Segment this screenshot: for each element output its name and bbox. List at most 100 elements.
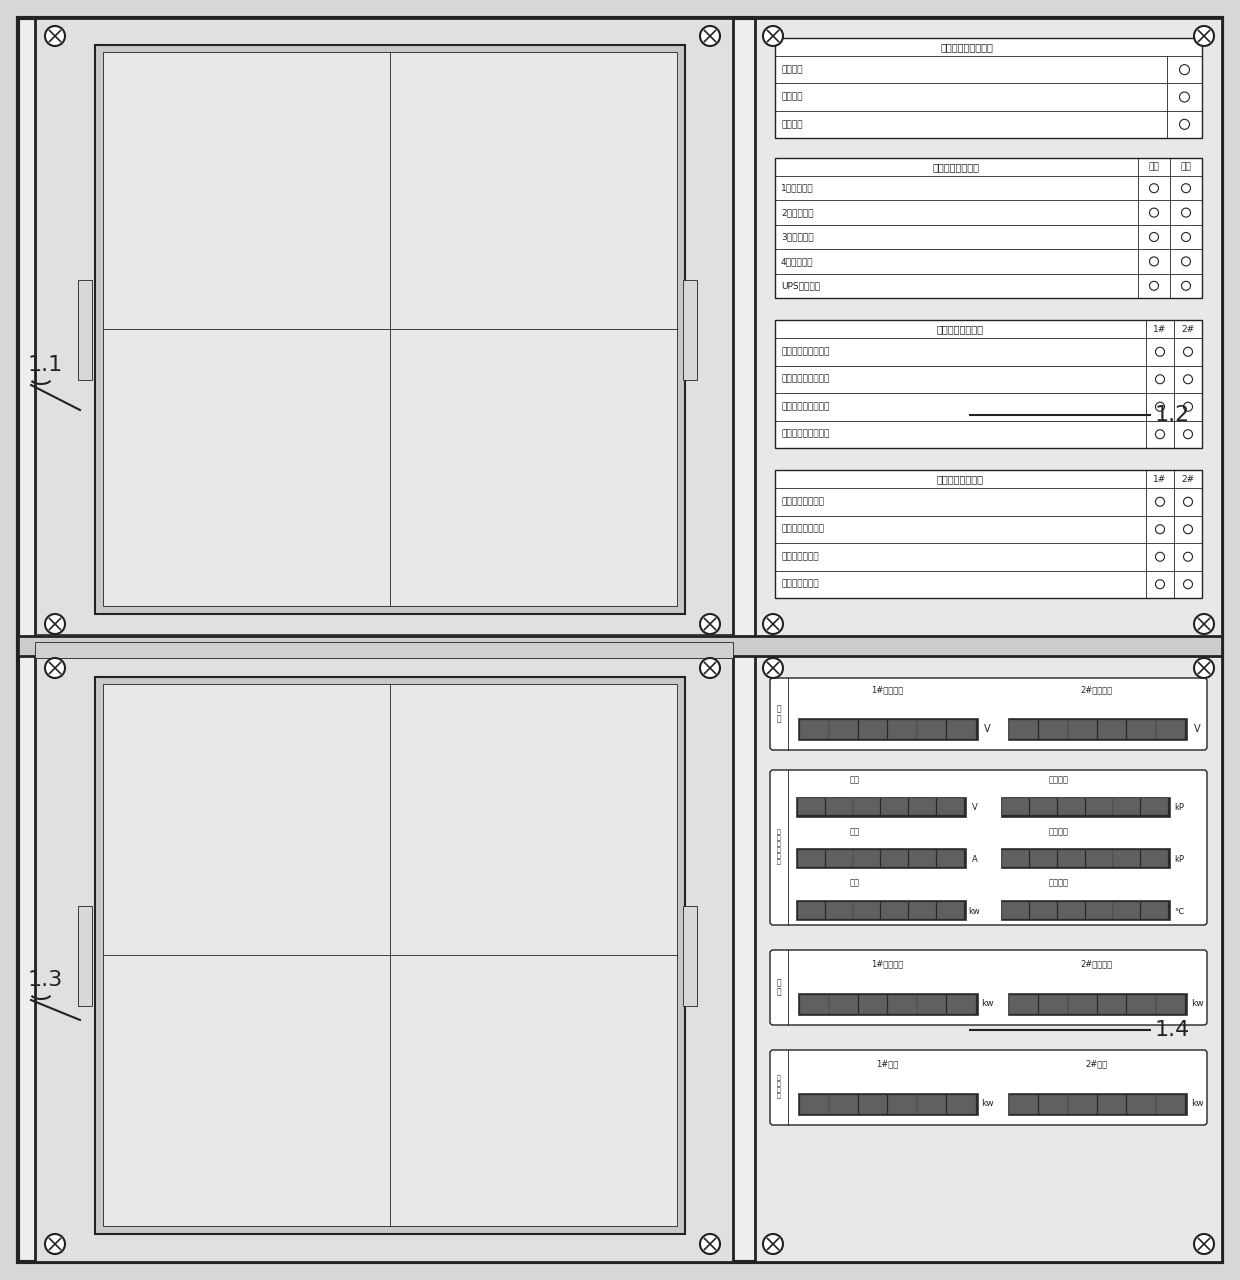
Bar — [1002, 901, 1029, 919]
Text: kw: kw — [1190, 1000, 1203, 1009]
Text: 辅
机
电
机: 辅 机 电 机 — [777, 1075, 781, 1100]
Text: kP: kP — [1174, 855, 1184, 864]
Bar — [95, 45, 684, 614]
Bar — [936, 901, 963, 919]
Circle shape — [1182, 184, 1190, 193]
Bar — [35, 650, 733, 1262]
Text: 4号电源装置: 4号电源装置 — [781, 257, 813, 266]
Text: 1#分区功率: 1#分区功率 — [872, 960, 904, 969]
Bar — [826, 799, 853, 815]
Circle shape — [1149, 233, 1158, 242]
Bar — [1058, 901, 1085, 919]
Circle shape — [701, 26, 720, 46]
Bar — [800, 1094, 828, 1114]
Text: kw: kw — [1190, 1100, 1203, 1108]
Text: 整柜操作及显示指示: 整柜操作及显示指示 — [941, 42, 993, 52]
Bar — [19, 636, 1221, 655]
Text: 1.3: 1.3 — [29, 970, 63, 989]
Bar — [775, 320, 1202, 448]
Bar — [35, 643, 733, 658]
Text: kw: kw — [981, 1100, 993, 1108]
Bar — [1001, 796, 1171, 817]
Text: 发电机组合状态报警: 发电机组合状态报警 — [781, 347, 830, 356]
Bar — [796, 796, 966, 817]
Text: 柴油机正常停机状态: 柴油机正常停机状态 — [781, 402, 830, 411]
Bar — [1141, 799, 1168, 815]
Bar — [800, 719, 828, 739]
Bar — [1039, 995, 1068, 1014]
Bar — [1097, 995, 1126, 1014]
Bar — [830, 995, 858, 1014]
Bar — [936, 850, 963, 867]
Bar — [1039, 1094, 1068, 1114]
Circle shape — [763, 1234, 782, 1254]
Bar — [853, 901, 880, 919]
Circle shape — [763, 26, 782, 46]
Text: 电源: 电源 — [1148, 163, 1159, 172]
Text: kP: kP — [1174, 803, 1184, 813]
Circle shape — [1149, 209, 1158, 218]
Circle shape — [1156, 580, 1164, 589]
Circle shape — [1182, 282, 1190, 291]
Text: 1号电源装置: 1号电源装置 — [781, 184, 813, 193]
Text: A: A — [972, 855, 977, 864]
Text: 发动机显高等级状态: 发动机显高等级状态 — [781, 430, 830, 439]
Bar — [1157, 719, 1185, 739]
Text: 2#: 2# — [1182, 475, 1194, 484]
Text: 排灌控制: 排灌控制 — [781, 92, 802, 101]
Text: 冷却水温度高报警: 冷却水温度高报警 — [781, 497, 825, 507]
Bar — [947, 995, 976, 1014]
Text: 2#分区功率: 2#分区功率 — [1080, 960, 1112, 969]
Text: 发电机组状态指示: 发电机组状态指示 — [937, 324, 985, 334]
Text: 功率: 功率 — [849, 879, 859, 888]
Bar — [683, 280, 697, 380]
Bar — [882, 901, 908, 919]
Bar — [1085, 901, 1112, 919]
Bar — [1030, 850, 1058, 867]
Bar — [1097, 1094, 1126, 1114]
FancyBboxPatch shape — [770, 771, 1207, 925]
Circle shape — [1183, 525, 1193, 534]
Bar — [858, 995, 888, 1014]
Bar — [909, 901, 936, 919]
Bar — [1157, 1094, 1185, 1114]
Circle shape — [1183, 580, 1193, 589]
Bar — [1085, 799, 1112, 815]
Text: 排烟温度: 排烟温度 — [1049, 879, 1069, 888]
Bar — [826, 901, 853, 919]
Bar — [1058, 850, 1085, 867]
Bar — [1097, 719, 1126, 739]
Circle shape — [1194, 658, 1214, 678]
Bar — [909, 850, 936, 867]
Bar — [947, 719, 976, 739]
Text: 电压: 电压 — [849, 776, 859, 785]
Bar — [95, 677, 684, 1234]
Bar — [1141, 901, 1168, 919]
Bar — [1030, 799, 1058, 815]
Bar — [1002, 799, 1029, 815]
Bar — [947, 1094, 976, 1114]
Bar — [918, 995, 946, 1014]
Bar — [1068, 1094, 1097, 1114]
Bar — [1068, 995, 1097, 1014]
Circle shape — [1156, 375, 1164, 384]
Circle shape — [1182, 209, 1190, 218]
Bar — [1007, 718, 1187, 740]
Circle shape — [45, 1234, 64, 1254]
FancyBboxPatch shape — [770, 1050, 1207, 1125]
Bar — [1009, 995, 1038, 1014]
Text: V: V — [985, 724, 991, 733]
Text: 2#: 2# — [1182, 325, 1194, 334]
Bar — [1068, 719, 1097, 739]
Text: 轴承温度高报警: 轴承温度高报警 — [781, 580, 818, 589]
Bar — [1157, 995, 1185, 1014]
Bar — [103, 684, 677, 1226]
Text: kw: kw — [968, 906, 981, 915]
Text: 1#: 1# — [1153, 325, 1167, 334]
Bar — [1002, 850, 1029, 867]
Circle shape — [1194, 26, 1214, 46]
Bar — [882, 799, 908, 815]
Circle shape — [1194, 614, 1214, 634]
Bar — [909, 799, 936, 815]
Text: 废气气压: 废气气压 — [1049, 827, 1069, 836]
